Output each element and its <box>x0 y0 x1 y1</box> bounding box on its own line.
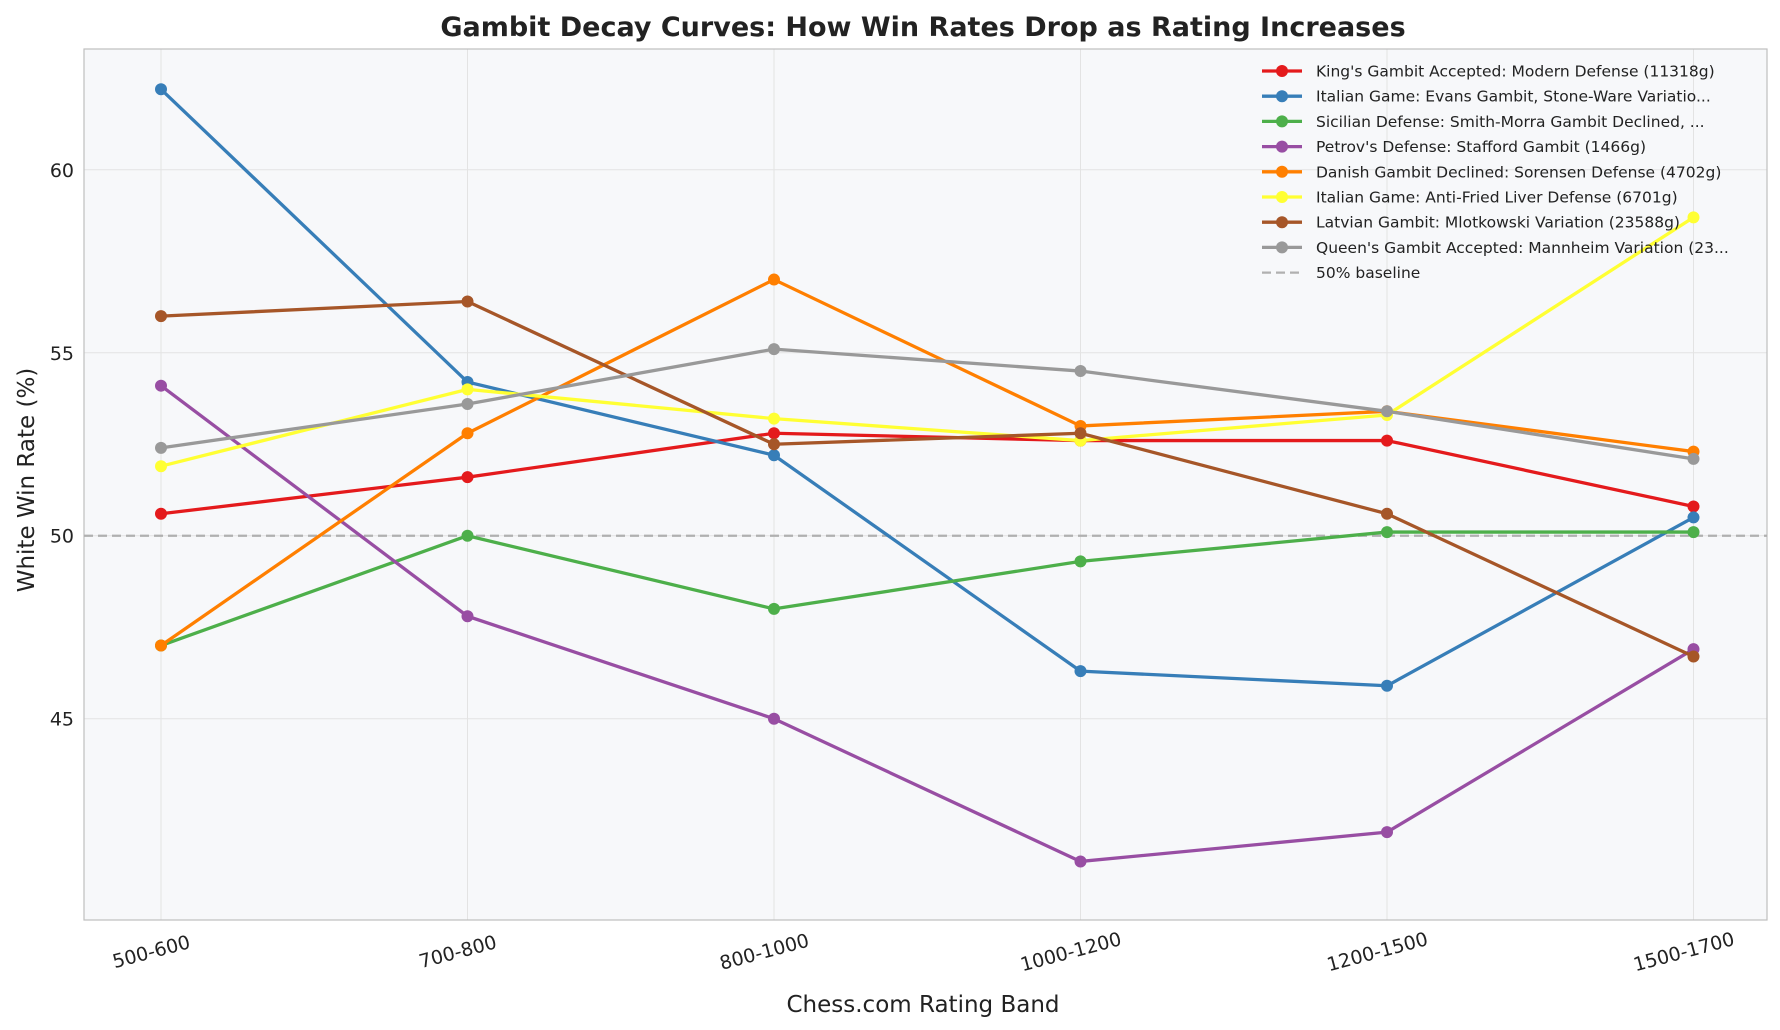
data-point <box>461 295 474 308</box>
data-point <box>1381 526 1393 539</box>
series-line <box>159 215 1696 468</box>
legend: King's Gambit Accepted: Modern Defense (… <box>1262 63 1729 282</box>
chart-title: Gambit Decay Curves: How Win Rates Drop … <box>440 12 1405 43</box>
legend-label: Latvian Gambit: Mlotkowski Variation (23… <box>1316 214 1680 232</box>
data-point <box>768 449 780 462</box>
data-point <box>461 529 474 542</box>
y-tick-label: 60 <box>50 160 74 182</box>
data-point <box>768 273 780 286</box>
data-point <box>1074 855 1087 868</box>
y-axis-label: White Win Rate (%) <box>14 368 40 593</box>
data-point <box>155 639 167 652</box>
y-tick-label: 55 <box>50 343 74 365</box>
legend-label: 50% baseline <box>1316 264 1420 282</box>
data-point <box>768 712 780 725</box>
data-point <box>768 412 780 425</box>
data-point <box>1381 507 1393 520</box>
legend-label: Danish Gambit Declined: Sorensen Defense… <box>1316 163 1721 181</box>
legend-marker <box>1276 165 1288 178</box>
data-point <box>461 383 474 396</box>
data-point <box>155 441 167 454</box>
data-point <box>768 427 780 440</box>
data-point <box>1074 665 1087 678</box>
legend-marker <box>1276 115 1288 128</box>
legend-label: Italian Game: Evans Gambit, Stone-Ware V… <box>1316 88 1711 106</box>
y-tick-label: 50 <box>50 526 74 548</box>
data-point <box>768 602 780 615</box>
y-tick-label: 45 <box>50 709 74 731</box>
series-line <box>159 431 1696 516</box>
legend-marker <box>1276 90 1288 103</box>
series-line <box>159 299 1696 659</box>
legend-label: Sicilian Defense: Smith-Morra Gambit Dec… <box>1316 113 1705 131</box>
data-point <box>461 397 474 410</box>
data-point <box>1687 452 1700 465</box>
series-line <box>159 384 1696 864</box>
data-point <box>1687 500 1700 513</box>
legend-label: Petrov's Defense: Stafford Gambit (1466g… <box>1316 138 1646 156</box>
data-point <box>1687 526 1700 539</box>
legend-marker <box>1276 216 1288 229</box>
data-point <box>155 460 167 473</box>
data-point <box>1381 405 1393 418</box>
data-point <box>1687 511 1700 524</box>
plot-frame <box>83 48 1768 921</box>
legend-marker <box>1276 65 1288 77</box>
data-point <box>1381 434 1393 447</box>
data-point <box>1381 679 1393 692</box>
data-point <box>768 438 780 451</box>
data-point <box>1074 365 1087 378</box>
data-point <box>461 471 474 484</box>
data-point <box>768 343 780 356</box>
series-line <box>159 347 1696 461</box>
x-axis-label: Chess.com Rating Band <box>786 992 1059 1018</box>
legend-marker <box>1276 140 1288 153</box>
data-point <box>1381 826 1393 839</box>
data-point <box>1074 427 1087 440</box>
data-point <box>155 379 167 392</box>
legend-marker <box>1276 241 1288 254</box>
legend-label: Queen's Gambit Accepted: Mannheim Variat… <box>1316 239 1729 257</box>
legend-marker <box>1276 191 1288 203</box>
data-point <box>461 610 474 623</box>
data-point <box>461 427 474 440</box>
legend-label: Italian Game: Anti-Fried Liver Defense (… <box>1316 189 1678 207</box>
data-point <box>1687 211 1700 224</box>
data-point <box>155 310 167 323</box>
data-point <box>1074 555 1087 568</box>
data-point <box>155 83 167 96</box>
data-point <box>155 507 167 520</box>
series-line <box>159 530 1696 648</box>
series-line <box>159 87 1696 688</box>
data-point <box>1687 650 1700 663</box>
plot-background <box>84 49 1767 920</box>
legend-label: King's Gambit Accepted: Modern Defense (… <box>1316 63 1715 81</box>
